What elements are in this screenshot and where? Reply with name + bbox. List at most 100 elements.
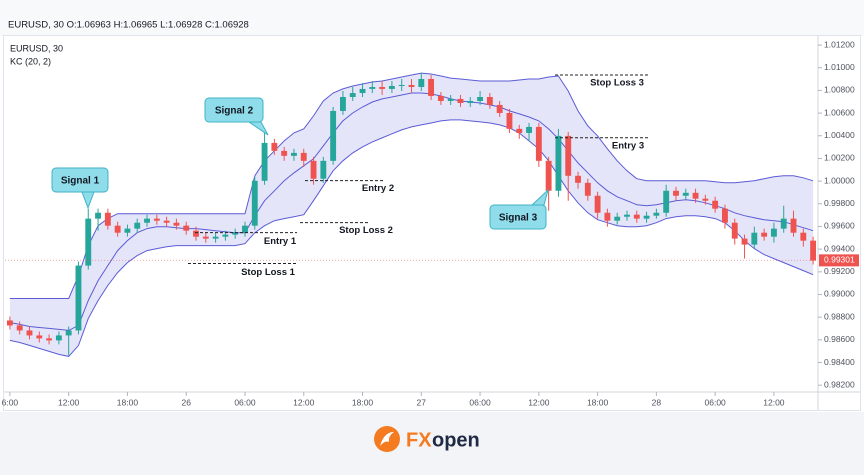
candle-body: [722, 208, 728, 223]
x-tick-label: 18:00: [587, 397, 609, 407]
candle-body: [114, 225, 121, 233]
candle-body: [477, 96, 484, 101]
candle-body: [800, 232, 807, 241]
candle-body: [349, 93, 356, 97]
y-tick-label: 1.01000: [824, 62, 855, 72]
candle-body: [614, 216, 621, 221]
y-tick-label: 0.98600: [824, 334, 855, 344]
y-tick-label: 1.00400: [824, 130, 855, 140]
candle-body: [261, 142, 268, 181]
candle-body: [310, 160, 317, 179]
candle-body: [506, 112, 513, 129]
candle-body: [242, 225, 248, 233]
indicator-label: KC (20, 2): [10, 56, 51, 66]
x-tick-label: 12:00: [293, 397, 315, 407]
candle-body: [202, 236, 209, 239]
level-label: Stop Loss 2: [339, 225, 393, 236]
candle-body: [95, 212, 101, 219]
candle-body: [281, 150, 288, 156]
header-bar: [0, 0, 864, 36]
level-label: Entry 2: [362, 183, 394, 194]
x-tick-label: 18:00: [352, 397, 374, 407]
candle-body: [85, 218, 92, 266]
candle-body: [526, 126, 532, 133]
candle-body: [770, 228, 777, 237]
candle-body: [428, 78, 435, 96]
x-tick-label: 12:00: [763, 397, 785, 407]
candle-body: [320, 160, 327, 179]
candle-body: [153, 218, 160, 221]
candle-body: [780, 218, 787, 229]
x-tick-label: 18:00: [117, 397, 139, 407]
candle-body: [810, 240, 817, 261]
y-tick-label: 1.00800: [824, 85, 855, 95]
candle-body: [702, 198, 709, 201]
candle-body: [594, 195, 601, 213]
candle-body: [457, 98, 464, 104]
candle-body: [516, 128, 523, 133]
candle-body: [535, 126, 542, 161]
plot: 0.98200 0.98400 0.98600 0.98800 0.99000 0.992…: [2, 39, 859, 407]
x-tick-label: 6:00: [2, 397, 19, 407]
candle-body: [26, 330, 33, 336]
candle-body: [398, 84, 405, 86]
candle-body: [193, 230, 199, 237]
candle-body: [379, 87, 386, 89]
candle-body: [467, 100, 474, 104]
candle-body: [761, 232, 768, 237]
candle-body: [183, 225, 190, 231]
x-tick-label: 28: [652, 397, 662, 407]
candle-body: [388, 85, 395, 89]
y-tick-label: 0.99800: [824, 198, 855, 208]
last-price-label: 0.99301: [824, 255, 855, 265]
candle-body: [359, 88, 366, 94]
candle-body: [144, 218, 150, 223]
y-tick-label: 0.98400: [824, 357, 855, 367]
y-tick-label: 0.98800: [824, 311, 855, 321]
candle-body: [565, 135, 572, 176]
candle-body: [790, 218, 797, 233]
candle-body: [163, 220, 170, 223]
brand-fx: FX: [406, 429, 432, 451]
x-tick-label: 26: [181, 397, 191, 407]
signal-label: Signal 3: [499, 213, 538, 224]
brand-logo: FX open: [374, 426, 480, 452]
logo-glyph: [380, 432, 394, 446]
candle-body: [496, 104, 503, 113]
x-tick-label: 06:00: [705, 397, 727, 407]
candle-body: [712, 200, 719, 209]
candle-body: [643, 215, 650, 219]
candle-body: [653, 212, 660, 216]
candle-body: [751, 232, 758, 245]
candle-body: [437, 95, 444, 101]
x-tick-label: 12:00: [58, 397, 80, 407]
header-text: EURUSD, 30 O:1.06963 H:1.06965 L:1.06928…: [8, 20, 249, 31]
candle-body: [104, 212, 111, 226]
candle-body: [673, 190, 679, 196]
candle-body: [16, 325, 23, 331]
candle-body: [291, 152, 297, 156]
candle-body: [212, 236, 219, 239]
y-tick-label: 0.99000: [824, 289, 855, 299]
signal-label: Signal 1: [61, 176, 100, 187]
candle-body: [447, 98, 454, 101]
candle-body: [36, 335, 43, 339]
candle-body: [75, 265, 82, 331]
candle-body: [741, 238, 748, 245]
candle-body: [134, 222, 141, 229]
y-tick-label: 1.00600: [824, 107, 855, 117]
candle-body: [663, 190, 670, 213]
signal-box: [204, 97, 264, 123]
candle-body: [271, 142, 278, 151]
candle-body: [124, 228, 131, 233]
channel-lower: [9, 119, 814, 357]
candle-body: [604, 212, 611, 221]
x-tick-label: 06:00: [234, 397, 256, 407]
x-tick-label: 27: [417, 397, 427, 407]
candle-body: [682, 192, 689, 196]
level-label: Stop Loss 1: [241, 267, 296, 278]
signal-box: [489, 204, 547, 230]
channel-upper: [9, 72, 814, 299]
last-price-box: [819, 254, 859, 267]
candle-body: [418, 78, 425, 88]
